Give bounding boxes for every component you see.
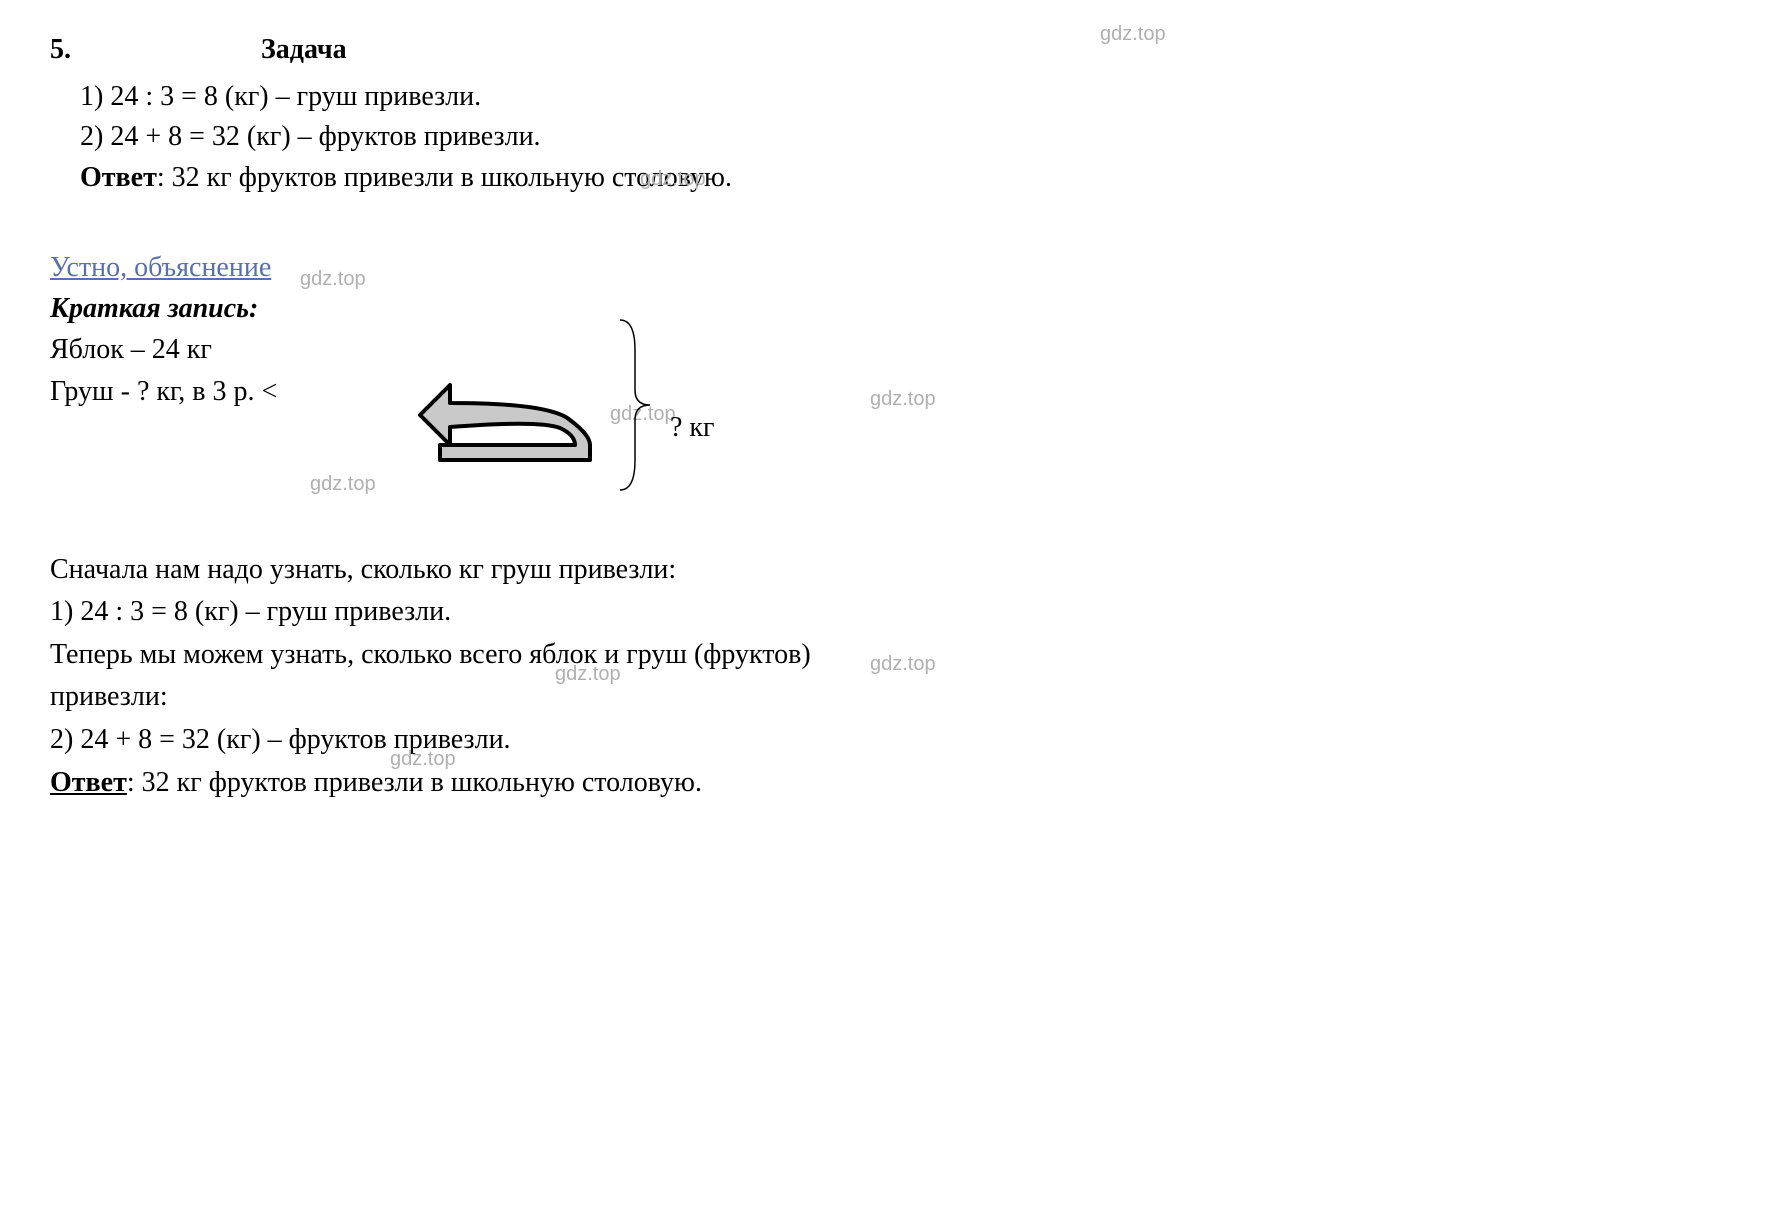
bracket-value: ? кг — [670, 408, 715, 449]
problem-number: 5. — [50, 30, 71, 71]
explain-answer-text: : 32 кг фруктов привезли в школьную стол… — [127, 767, 702, 798]
explain-intro-1: Сначала нам надо узнать, сколько кг груш… — [50, 550, 1721, 591]
short-record-container: Яблок – 24 кг Груш - ? кг, в 3 р. < ? кг — [50, 330, 1721, 530]
pears-line: Груш - ? кг, в 3 р. < — [50, 372, 277, 413]
problem-title: Задача — [261, 30, 347, 71]
explain-answer-label: Ответ — [50, 767, 127, 798]
explain-step-1: 1) 24 : 3 = 8 (кг) – груш привезли. — [50, 592, 1721, 633]
solution-step-2: 2) 24 + 8 = 32 (кг) – фруктов привезли. — [50, 117, 1721, 158]
answer-text: : 32 кг фруктов привезли в школьную стол… — [157, 162, 732, 193]
curly-bracket-icon — [615, 310, 655, 500]
short-record-lines: Яблок – 24 кг Груш - ? кг, в 3 р. < — [50, 330, 277, 415]
answer-line: Ответ: 32 кг фруктов привезли в школьную… — [50, 158, 1721, 199]
explain-intro-2a: Теперь мы можем узнать, сколько всего яб… — [50, 635, 1721, 676]
explain-answer-line: Ответ: 32 кг фруктов привезли в школьную… — [50, 763, 1721, 804]
explain-intro-2b: привезли: — [50, 677, 1721, 718]
short-record-label: Краткая запись: — [50, 289, 1721, 330]
apples-line: Яблок – 24 кг — [50, 330, 277, 371]
oral-heading: Устно, объяснение — [50, 248, 1721, 289]
answer-label: Ответ — [80, 162, 157, 193]
solution-step-1: 1) 24 : 3 = 8 (кг) – груш привезли. — [50, 77, 1721, 118]
problem-header: 5. Задача — [50, 30, 1721, 71]
explanation-block: Сначала нам надо узнать, сколько кг груш… — [50, 550, 1721, 804]
explain-step-2: 2) 24 + 8 = 32 (кг) – фруктов привезли. — [50, 720, 1721, 761]
curved-arrow-icon — [390, 365, 610, 475]
